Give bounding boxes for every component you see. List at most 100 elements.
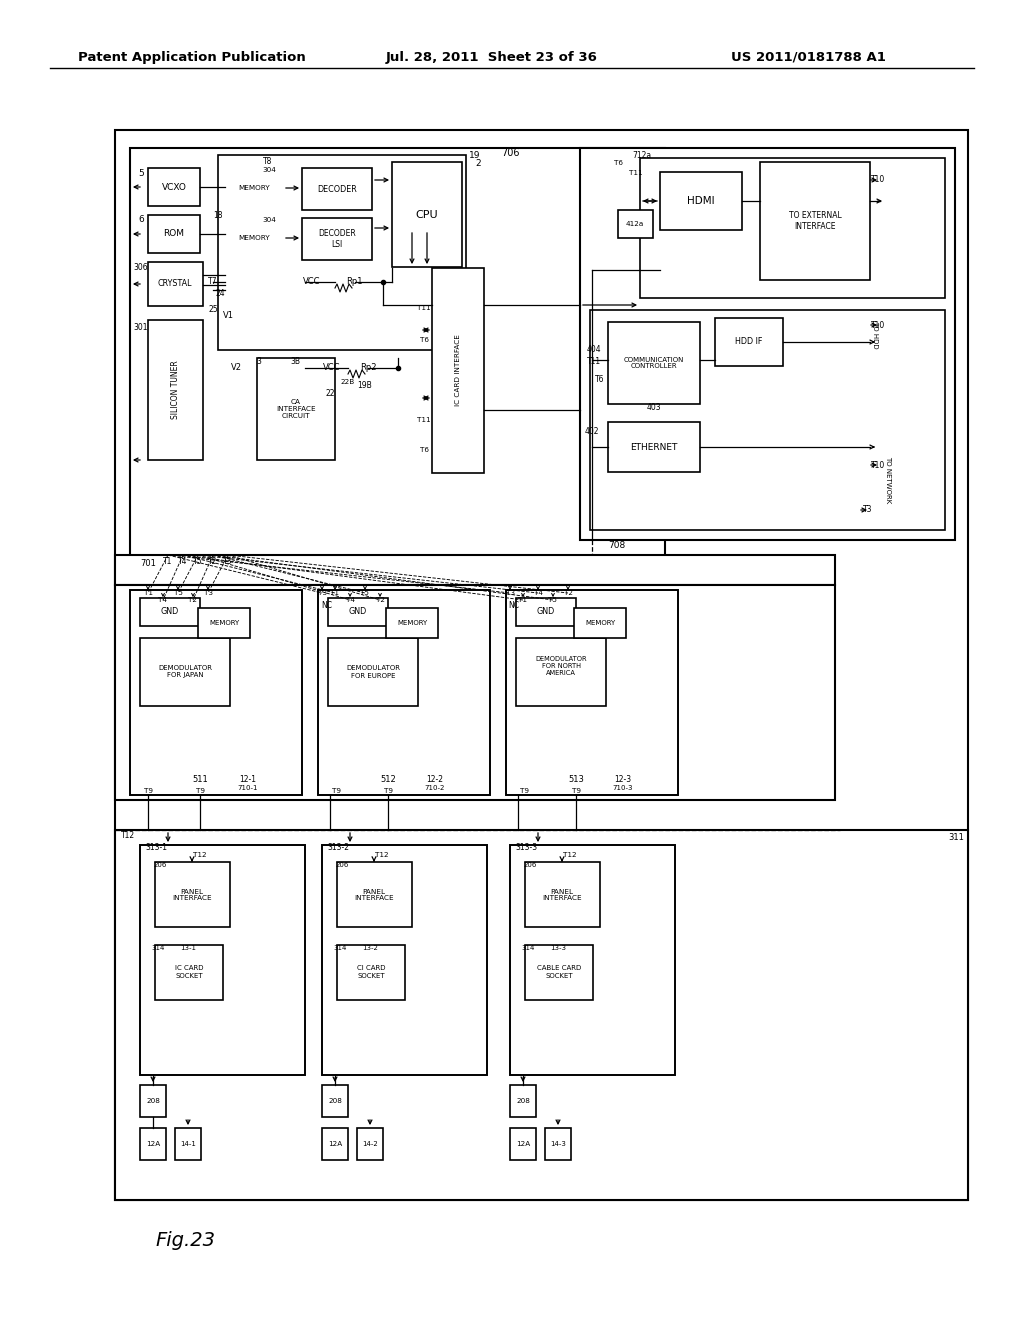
Text: 712a: 712a xyxy=(633,150,651,160)
Bar xyxy=(115,554,835,585)
Text: 314: 314 xyxy=(521,945,535,950)
Text: 208: 208 xyxy=(146,1098,160,1104)
Bar xyxy=(175,1129,201,1160)
Bar xyxy=(357,1129,383,1160)
Text: CABLE CARD
SOCKET: CABLE CARD SOCKET xyxy=(537,965,582,978)
Bar xyxy=(115,585,835,800)
Bar xyxy=(506,590,678,795)
Text: 24: 24 xyxy=(215,289,225,297)
Text: 19B: 19B xyxy=(357,380,373,389)
Bar xyxy=(140,1129,166,1160)
Bar xyxy=(322,1129,348,1160)
Text: T1: T1 xyxy=(163,557,173,566)
Text: 313-3: 313-3 xyxy=(515,843,538,853)
Text: 12-1: 12-1 xyxy=(240,776,256,784)
Text: 12A: 12A xyxy=(328,1140,342,1147)
Bar xyxy=(198,609,250,638)
Text: T9: T9 xyxy=(571,788,581,795)
Text: T2: T2 xyxy=(208,557,218,566)
Text: T4: T4 xyxy=(534,590,543,597)
Bar xyxy=(715,318,783,366)
Text: T11: T11 xyxy=(587,358,601,367)
Bar xyxy=(155,945,223,1001)
Bar xyxy=(140,845,305,1074)
Text: 22B: 22B xyxy=(341,379,355,385)
Bar xyxy=(148,215,200,253)
Text: T12: T12 xyxy=(121,832,135,841)
Text: PANEL
INTERFACE: PANEL INTERFACE xyxy=(542,888,582,902)
Text: 18: 18 xyxy=(213,210,223,219)
Text: T6: T6 xyxy=(420,447,428,453)
Text: PANEL
INTERFACE: PANEL INTERFACE xyxy=(172,888,212,902)
Text: T10: T10 xyxy=(870,176,885,185)
Text: TO NETWORK: TO NETWORK xyxy=(885,457,891,504)
Text: ROM: ROM xyxy=(164,230,184,239)
Text: 404: 404 xyxy=(587,346,601,355)
Text: T11: T11 xyxy=(629,170,643,176)
Text: 2: 2 xyxy=(475,158,481,168)
Text: T1: T1 xyxy=(143,590,153,597)
Text: 314: 314 xyxy=(152,945,165,950)
Text: T12: T12 xyxy=(375,851,389,858)
Text: HDD IF: HDD IF xyxy=(735,338,763,346)
Text: DECODER: DECODER xyxy=(317,185,357,194)
Bar xyxy=(392,162,462,267)
Text: 708: 708 xyxy=(608,541,626,550)
Text: 13-3: 13-3 xyxy=(550,945,566,950)
Text: 701: 701 xyxy=(140,558,156,568)
Text: PANEL
INTERFACE: PANEL INTERFACE xyxy=(354,888,394,902)
Bar xyxy=(640,158,945,298)
Text: 301: 301 xyxy=(134,323,148,333)
Bar xyxy=(510,1129,536,1160)
Text: T4: T4 xyxy=(345,597,354,603)
Text: VCC: VCC xyxy=(303,277,321,286)
Text: 403: 403 xyxy=(647,404,662,412)
Bar xyxy=(328,638,418,706)
Text: DECODER
LSI: DECODER LSI xyxy=(318,230,356,248)
Text: T6: T6 xyxy=(595,375,605,384)
Text: T11: T11 xyxy=(417,305,431,312)
Text: T4: T4 xyxy=(159,597,168,603)
Bar xyxy=(130,590,302,795)
Bar xyxy=(516,638,606,706)
Text: 208: 208 xyxy=(328,1098,342,1104)
Text: T11: T11 xyxy=(417,417,431,422)
Text: IC CARD
SOCKET: IC CARD SOCKET xyxy=(175,965,203,978)
Text: Fig.23: Fig.23 xyxy=(155,1230,215,1250)
Text: 412a: 412a xyxy=(626,220,644,227)
Bar xyxy=(148,261,203,306)
Text: MEMORY: MEMORY xyxy=(239,235,269,242)
Text: COMMUNICATION
CONTROLLER: COMMUNICATION CONTROLLER xyxy=(624,356,684,370)
Text: Rp2: Rp2 xyxy=(359,363,376,372)
Text: T9: T9 xyxy=(384,788,392,795)
Text: CA
INTERFACE
CIRCUIT: CA INTERFACE CIRCUIT xyxy=(276,399,315,418)
Text: 22: 22 xyxy=(326,388,335,397)
Text: V1: V1 xyxy=(222,310,233,319)
Text: T9: T9 xyxy=(519,788,528,795)
Bar xyxy=(590,310,945,531)
Bar xyxy=(302,218,372,260)
Text: DEMODULATOR
FOR NORTH
AMERICA: DEMODULATOR FOR NORTH AMERICA xyxy=(536,656,587,676)
Text: DEMODULATOR
FOR JAPAN: DEMODULATOR FOR JAPAN xyxy=(158,665,212,678)
Text: 3: 3 xyxy=(257,358,261,367)
Text: T5: T5 xyxy=(360,590,370,597)
Text: T7: T7 xyxy=(208,277,218,286)
Text: V2: V2 xyxy=(230,363,242,372)
Bar xyxy=(337,862,412,927)
Text: 304: 304 xyxy=(262,216,275,223)
Text: 14-3: 14-3 xyxy=(550,1140,566,1147)
Bar xyxy=(510,1085,536,1117)
Text: 512: 512 xyxy=(380,776,396,784)
Text: ETHERNET: ETHERNET xyxy=(631,442,678,451)
Text: MEMORY: MEMORY xyxy=(397,620,427,626)
Text: 3B: 3B xyxy=(290,358,300,367)
Bar xyxy=(225,218,283,257)
Text: T5: T5 xyxy=(549,597,557,603)
Text: 25: 25 xyxy=(208,305,218,314)
Text: 304: 304 xyxy=(262,168,275,173)
Text: MEMORY: MEMORY xyxy=(239,185,269,191)
Text: VCC: VCC xyxy=(324,363,341,372)
Text: T6: T6 xyxy=(420,337,428,343)
Text: T9: T9 xyxy=(143,788,153,795)
Text: 12-2: 12-2 xyxy=(427,776,443,784)
